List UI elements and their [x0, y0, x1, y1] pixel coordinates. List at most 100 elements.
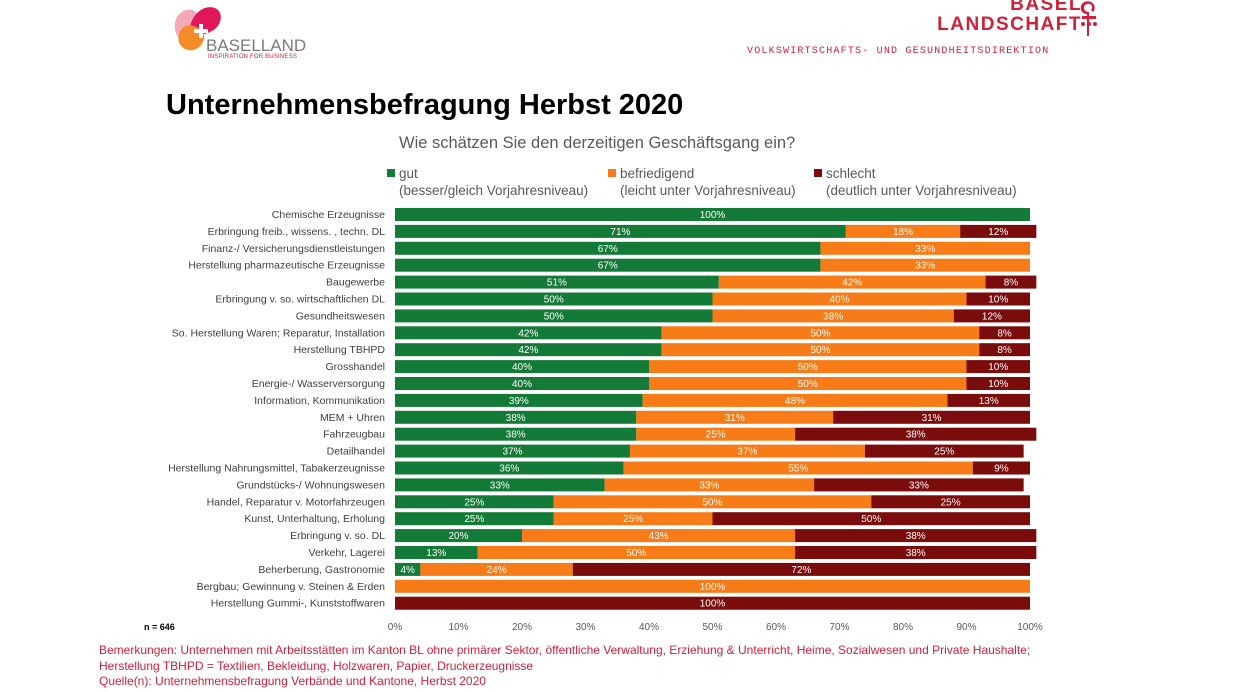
- baselland-logo: BASELLAND INSPIRATION FOR BUSINESS: [170, 2, 350, 60]
- data-label-schlecht: 31%: [922, 413, 942, 424]
- x-tick-label: 100%: [1017, 622, 1043, 633]
- bar-schlecht: [966, 292, 1030, 306]
- bar-schlecht: [947, 393, 1030, 407]
- bar-schlecht: [833, 410, 1030, 424]
- bar-schlecht: [960, 224, 1037, 238]
- data-label-befriedigend: 50%: [798, 379, 818, 390]
- data-label-schlecht: 10%: [988, 362, 1008, 373]
- data-label-gut: 42%: [518, 328, 538, 339]
- category-label: Herstellung Gummi-, Kunststoffwaren: [211, 598, 385, 610]
- bar-schlecht: [953, 309, 1030, 323]
- x-tick-label: 10%: [448, 622, 468, 633]
- data-label-schlecht: 33%: [909, 480, 929, 491]
- bar-befriedigend: [395, 579, 1030, 593]
- bar-befriedigend: [477, 546, 796, 559]
- data-label-gut: 33%: [490, 480, 510, 491]
- department-name: VOLKSWIRTSCHAFTS- UND GESUNDHEITSDIREKTI…: [747, 46, 1050, 57]
- bar-gut: [395, 512, 554, 526]
- legend-swatch-befriedigend: [608, 169, 616, 177]
- category-label: Finanz-/ Versicherungsdienstleistungen: [202, 243, 385, 255]
- category-label: Fahrzeugbau: [323, 429, 385, 441]
- data-label-schlecht: 10%: [988, 295, 1008, 306]
- category-label: Herstellung pharmazeutische Erzeugnisse: [188, 260, 385, 272]
- legend-description-befriedigend: (leicht unter Vorjahresniveau): [620, 183, 796, 198]
- basel-landschaft-logo-line2: LANDSCHAFT: [937, 14, 1082, 35]
- bar-befriedigend: [820, 258, 1030, 272]
- category-label: MEM + Uhren: [320, 412, 385, 424]
- data-label-gut: 42%: [518, 345, 538, 356]
- crozier-icon: [1080, 1, 1097, 36]
- bar-gut: [395, 377, 649, 390]
- data-label-befriedigend: 33%: [699, 480, 719, 491]
- data-label-gut: 51%: [547, 278, 567, 289]
- bar-gut: [395, 326, 662, 340]
- data-label-schlecht: 25%: [934, 447, 954, 458]
- bar-gut: [395, 461, 624, 475]
- x-tick-label: 50%: [702, 622, 722, 633]
- bar-befriedigend: [712, 292, 967, 306]
- data-label-gut: 36%: [499, 464, 519, 475]
- bar-gut: [395, 562, 421, 576]
- bar-schlecht: [979, 326, 1030, 340]
- legend-label-befriedigend: befriedigend: [620, 166, 695, 181]
- category-label: Handel, Reparatur v. Motorfahrzeugen: [207, 496, 386, 508]
- chart-title: Wie schätzen Sie den derzeitigen Geschäf…: [399, 134, 796, 152]
- bar-gut: [395, 393, 643, 407]
- category-label: Erbringung v. so. DL: [290, 530, 385, 542]
- bar-schlecht: [979, 343, 1030, 357]
- data-label-befriedigend: 40%: [829, 295, 849, 306]
- data-label-gut: 25%: [464, 497, 484, 508]
- bar-schlecht: [795, 427, 1037, 441]
- bar-schlecht: [814, 478, 1024, 492]
- data-label-schlecht: 38%: [906, 548, 926, 559]
- bar-schlecht: [572, 562, 1030, 576]
- bar-befriedigend: [661, 326, 980, 340]
- bar-befriedigend: [636, 427, 796, 441]
- bar-befriedigend: [718, 275, 986, 289]
- legend-item-schlecht: schlecht (deutlich unter Vorjahresniveau…: [814, 165, 1017, 199]
- category-label: Herstellung TBHPD: [294, 344, 386, 356]
- data-label-gut: 38%: [506, 430, 526, 441]
- category-label: Gesundheitswesen: [296, 310, 385, 322]
- bar-befriedigend: [642, 393, 948, 407]
- bar-befriedigend: [649, 377, 967, 390]
- baselland-logo-mark: [174, 7, 221, 51]
- data-label-gut: 50%: [544, 311, 564, 322]
- data-label-befriedigend: 37%: [737, 447, 757, 458]
- x-tick-label: 20%: [512, 622, 532, 633]
- bar-gut: [395, 495, 554, 509]
- category-label: Kunst, Unterhaltung, Erholung: [244, 513, 385, 525]
- data-label-gut: 67%: [598, 244, 618, 255]
- data-label-gut: 50%: [544, 295, 564, 306]
- bar-befriedigend: [820, 241, 1030, 255]
- legend-swatch-schlecht: [814, 169, 822, 177]
- sample-size: n = 646: [144, 622, 175, 632]
- bar-gut: [395, 427, 637, 441]
- bar-gut: [395, 444, 630, 458]
- legend-description-gut: (besser/gleich Vorjahresniveau): [399, 183, 589, 198]
- bar-gut: [395, 309, 713, 323]
- data-label-befriedigend: 33%: [915, 261, 935, 272]
- baselland-logo-tagline: INSPIRATION FOR BUSINESS: [208, 54, 298, 60]
- bar-schlecht: [985, 275, 1037, 289]
- basel-landschaft-logo: BASEL LANDSCHAFT: [920, 0, 1120, 40]
- data-label-befriedigend: 100%: [700, 582, 726, 593]
- x-tick-label: 0%: [388, 622, 403, 633]
- data-label-gut: 39%: [509, 396, 529, 407]
- bar-gut: [395, 410, 637, 424]
- category-label: Erbringung freib., wissens. , techn. DL: [208, 226, 386, 238]
- footnote-remarks: Bemerkungen: Unternehmen mit Arbeitsstät…: [99, 643, 1031, 657]
- data-label-befriedigend: 50%: [626, 548, 646, 559]
- data-label-befriedigend: 42%: [842, 278, 862, 289]
- data-label-schlecht: 100%: [700, 599, 726, 610]
- data-label-gut: 40%: [512, 379, 532, 390]
- bar-befriedigend: [553, 512, 713, 526]
- bar-schlecht: [712, 512, 1030, 526]
- category-label: Grundstücks-/ Wohnungswesen: [236, 479, 385, 491]
- bar-gut: [395, 292, 713, 306]
- category-label: Energie-/ Wasserversorgung: [252, 378, 385, 390]
- category-label: Verkehr, Lagerei: [309, 547, 385, 559]
- data-label-befriedigend: 48%: [785, 396, 805, 407]
- data-label-schlecht: 8%: [997, 328, 1012, 339]
